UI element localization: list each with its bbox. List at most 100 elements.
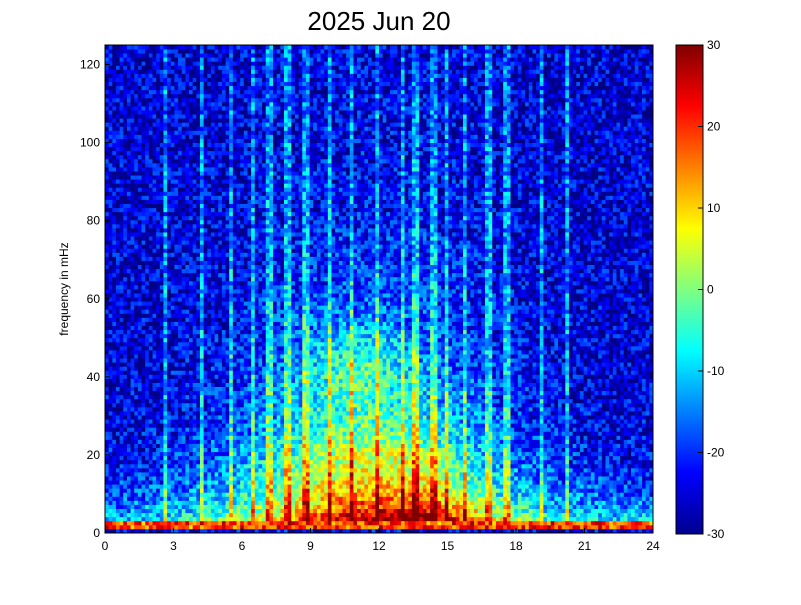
heatmap-cell [221, 219, 226, 225]
heatmap-cell [251, 309, 256, 314]
heatmap-cell [207, 516, 212, 522]
heatmap-cell [232, 199, 237, 204]
heatmap-cell [134, 101, 139, 107]
heatmap-cell [174, 110, 179, 115]
heatmap-cell [181, 427, 186, 432]
heatmap-cell [156, 488, 161, 493]
heatmap-cell [203, 301, 208, 306]
heatmap-cell [203, 402, 208, 408]
heatmap-cell [112, 354, 117, 359]
heatmap-cell [225, 301, 230, 306]
heatmap-cell [148, 97, 153, 103]
heatmap-cell [137, 321, 142, 326]
heatmap-cell [159, 370, 164, 375]
heatmap-cell [123, 114, 128, 119]
heatmap-cell [185, 130, 190, 135]
heatmap-cell [156, 101, 161, 107]
heatmap-cell [145, 378, 150, 383]
heatmap-cell [254, 451, 259, 457]
heatmap-cell [126, 321, 131, 326]
heatmap-cell [192, 248, 197, 253]
heatmap-cell [203, 366, 208, 371]
heatmap-cell [134, 337, 139, 343]
heatmap-cell [189, 89, 194, 95]
heatmap-cell [240, 317, 245, 322]
heatmap-cell [112, 394, 117, 400]
heatmap-cell [189, 480, 194, 485]
heatmap-cell [192, 520, 197, 526]
heatmap-cell [137, 329, 142, 335]
heatmap-cell [145, 110, 150, 115]
heatmap-cell [199, 289, 205, 294]
heatmap-cell [218, 106, 223, 111]
heatmap-cell [108, 252, 113, 257]
heatmap-cell [119, 386, 124, 392]
heatmap-cell [181, 53, 186, 58]
heatmap-cell [123, 305, 128, 310]
heatmap-cell [181, 158, 186, 164]
heatmap-cell [145, 191, 150, 196]
heatmap-cell [181, 345, 186, 351]
heatmap-cell [199, 386, 205, 392]
heatmap-cell [167, 321, 172, 326]
heatmap-cell [123, 455, 128, 461]
heatmap-cell [141, 256, 146, 261]
heatmap-cell [148, 134, 153, 139]
heatmap-cell [145, 223, 150, 229]
heatmap-cell [112, 488, 117, 493]
heatmap-cell [240, 439, 245, 444]
heatmap-cell [130, 354, 135, 359]
heatmap-cell [108, 386, 113, 392]
heatmap-cell [174, 386, 179, 392]
heatmap-cell [189, 284, 194, 290]
heatmap-cell [178, 256, 183, 261]
heatmap-cell [178, 126, 183, 131]
heatmap-cell [221, 447, 226, 453]
heatmap-cell [225, 280, 230, 286]
heatmap-cell [218, 45, 223, 50]
heatmap-cell [134, 427, 139, 432]
heatmap-cell [178, 451, 183, 457]
heatmap-cell [243, 289, 248, 294]
heatmap-cell [170, 488, 175, 493]
heatmap-cell [163, 236, 168, 241]
heatmap-cell [181, 203, 186, 209]
heatmap-cell [105, 228, 110, 233]
heatmap-cell [105, 431, 110, 436]
heatmap-cell [137, 110, 142, 115]
heatmap-cell [185, 341, 190, 347]
heatmap-cell [137, 154, 142, 160]
heatmap-cell [225, 110, 230, 115]
heatmap-cell [199, 228, 205, 233]
heatmap-cell [207, 472, 212, 477]
heatmap-cell [163, 382, 168, 387]
heatmap-cell [148, 500, 153, 505]
heatmap-cell [156, 427, 161, 432]
heatmap-cell [163, 378, 168, 383]
heatmap-cell [251, 516, 256, 522]
heatmap-cell [236, 73, 241, 78]
heatmap-cell [229, 488, 234, 493]
heatmap-cell [105, 89, 110, 95]
heatmap-cell [126, 240, 131, 245]
heatmap-cell [225, 118, 230, 123]
heatmap-cell [251, 195, 256, 200]
heatmap-cell [156, 520, 161, 526]
heatmap-cell [243, 362, 248, 367]
heatmap-cell [225, 484, 230, 489]
heatmap-cell [134, 175, 139, 180]
heatmap-cell [134, 447, 139, 453]
heatmap-cell [105, 114, 110, 119]
heatmap-cell [130, 256, 135, 261]
heatmap-cell [123, 350, 128, 355]
heatmap-cell [236, 463, 241, 469]
heatmap-cell [145, 284, 150, 290]
heatmap-cell [240, 195, 245, 200]
heatmap-cell [134, 402, 139, 408]
heatmap-cell [240, 81, 245, 87]
heatmap-cell [134, 480, 139, 485]
heatmap-cell [108, 256, 113, 261]
heatmap-cell [185, 219, 190, 225]
heatmap-cell [229, 260, 234, 265]
heatmap-cell [112, 476, 117, 481]
